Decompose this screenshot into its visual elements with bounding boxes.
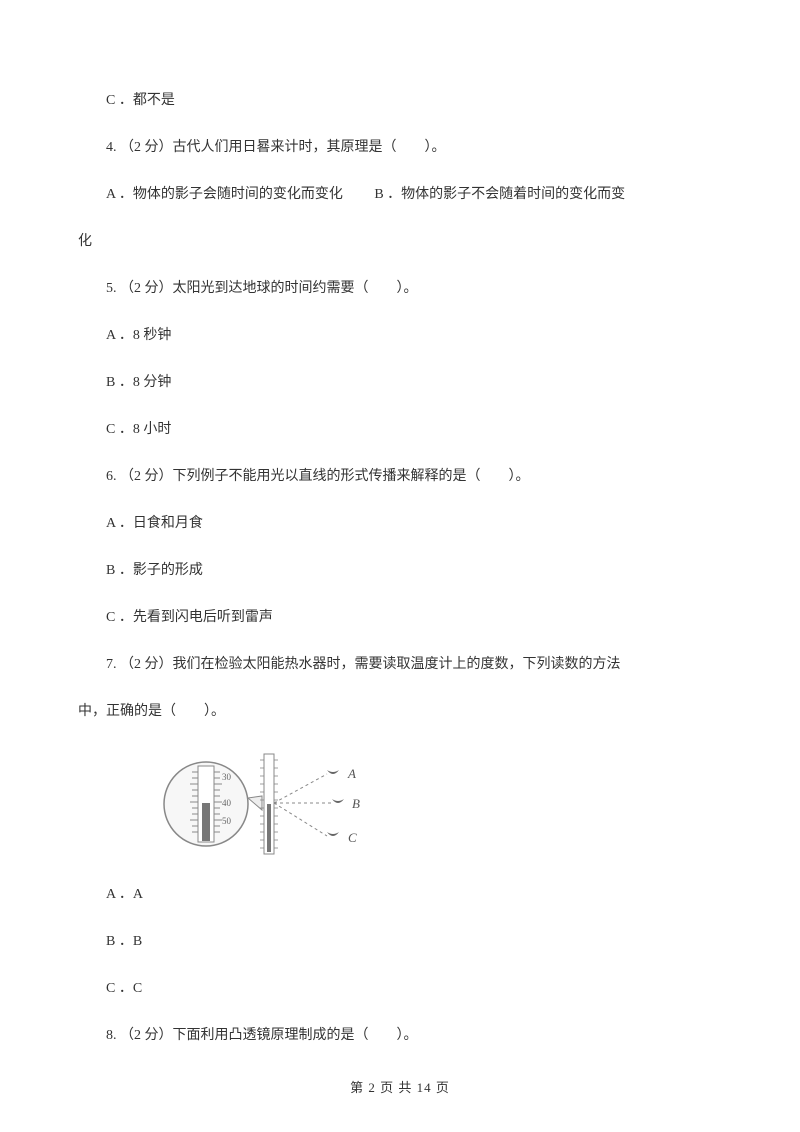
q5-option-b: B ．8 分钟 (78, 372, 722, 393)
q7-option-b: B ．B (78, 931, 722, 952)
q5-stem: 5. （2 分）太阳光到达地球的时间约需要（ ）。 (78, 278, 722, 299)
scale-label-30: 30 (222, 772, 232, 782)
q6-option-b: B ．影子的形成 (78, 560, 722, 581)
q3-option-c: C ．都不是 (78, 90, 722, 111)
q5-option-c: C ．8 小时 (78, 419, 722, 440)
q4-option-a: A ．物体的影子会随时间的变化而变化 (78, 184, 343, 205)
q4-option-b: B ．物体的影子不会随着时间的变化而变 (374, 184, 625, 205)
eye-label-a: A (347, 766, 356, 781)
q8-stem: 8. （2 分）下面利用凸透镜原理制成的是（ ）。 (78, 1025, 722, 1046)
page-footer: 第 2 页 共 14 页 (0, 1077, 800, 1096)
q7-stem-line1: 7. （2 分）我们在检验太阳能热水器时，需要读取温度计上的度数，下列读数的方法 (78, 654, 722, 675)
q7-stem-line2: 中，正确的是（ ）。 (78, 701, 722, 722)
eye-label-b: B (352, 796, 360, 811)
scale-label-40: 40 (222, 798, 232, 808)
thermometer-figure: 30 40 50 (162, 748, 722, 860)
q4-stem: 4. （2 分）古代人们用日晷来计时，其原理是（ ）。 (78, 137, 722, 158)
q6-stem: 6. （2 分）下列例子不能用光以直线的形式传播来解释的是（ ）。 (78, 466, 722, 487)
q7-option-c: C ．C (78, 978, 722, 999)
q4-option-b-tail: 化 (78, 231, 722, 252)
q6-option-a: A ．日食和月食 (78, 513, 722, 534)
q5-option-a: A ．8 秒钟 (78, 325, 722, 346)
q6-option-c: C ．先看到闪电后听到雷声 (78, 607, 722, 628)
eye-label-c: C (348, 830, 357, 845)
scale-label-50: 50 (222, 816, 232, 826)
q7-option-a: A ．A (78, 884, 722, 905)
